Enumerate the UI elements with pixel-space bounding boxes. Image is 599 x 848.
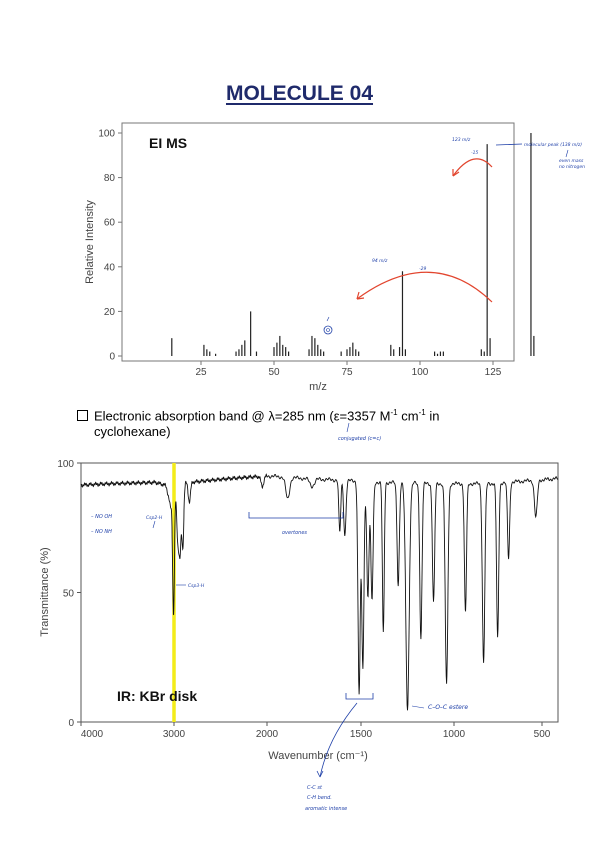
ms-arrow-minus15-head (356, 291, 365, 300)
ms-xtick-label: 100 (412, 367, 429, 378)
ms-small-marker-tick (326, 316, 330, 322)
ms-even-mass: even mass (559, 159, 584, 164)
ms-xtick-label: 50 (268, 367, 280, 378)
ms-arrow-minus15-large (356, 271, 493, 303)
ms-ytick-label: 0 (109, 352, 115, 363)
ms-arrow-minus29-head (452, 169, 460, 177)
ms-loss-29: -15 (471, 150, 478, 156)
uv-prefix: Electronic absorption band @ λ=285 nm (ε… (94, 408, 391, 424)
uv-sup1: -1 (390, 408, 398, 417)
ms-no-nitrogen: no nitrogen (559, 164, 585, 170)
uv-band-text: Electronic absorption band @ λ=285 nm (ε… (77, 405, 547, 440)
ms-arrow-minus29 (452, 158, 493, 177)
ms-label-94: 94 m/z (372, 258, 388, 264)
ms-molecular-pointer (495, 143, 523, 146)
ms-ytick-label: 40 (104, 262, 116, 273)
ms-ytick-label: 80 (104, 173, 116, 184)
checkbox-icon (77, 410, 88, 422)
ms-molecular-peak: molecular peak (138 m/z) (524, 142, 582, 148)
page-title: MOLECULE 04 (225, 82, 374, 105)
uv-sup2: -1 (418, 408, 426, 417)
ms-plot-frame (121, 122, 515, 362)
ms-xtick-label: 125 (485, 367, 502, 378)
ms-small-marker-circle (323, 325, 333, 335)
ms-ytick-label: 100 (98, 129, 115, 140)
ms-loss-15: -29 (419, 266, 426, 272)
ms-label-123: 123 m/z (452, 137, 471, 143)
ms-xtick-label: 75 (341, 367, 353, 378)
ms-ytick-label: 20 (104, 307, 116, 318)
ms-ylabel: Relative Intensity (84, 200, 96, 284)
uv-suffix: in (425, 408, 440, 424)
ms-xtick-label: 25 (195, 367, 207, 378)
ms-xlabel: m/z (309, 381, 327, 393)
ms-title: EI MS (149, 135, 187, 151)
ms-ytick-label: 60 (104, 218, 116, 229)
uv-mid: cm (397, 408, 419, 424)
uv-line2: cyclohexane) (94, 424, 171, 440)
ms-even-mass-pointer (565, 149, 569, 158)
ms-small-marker-dot (326, 328, 330, 332)
